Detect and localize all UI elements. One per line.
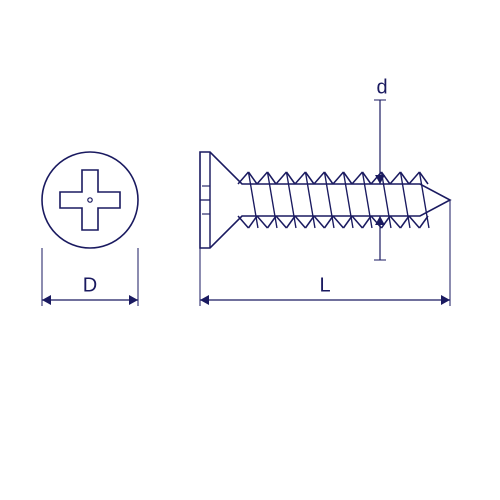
label-d: d — [376, 76, 387, 98]
label-L: L — [319, 274, 330, 296]
arrowhead — [375, 216, 385, 225]
threads — [238, 172, 429, 228]
arrowhead — [42, 295, 51, 305]
phillips-center — [88, 198, 92, 202]
screw-side-outline — [200, 152, 450, 248]
screw-head-outline — [42, 152, 138, 248]
arrowhead — [200, 295, 209, 305]
phillips-cross — [60, 170, 120, 230]
arrowhead — [129, 295, 138, 305]
arrowhead — [441, 295, 450, 305]
label-D: D — [83, 274, 97, 296]
screw-diagram: D Ld — [0, 0, 500, 500]
